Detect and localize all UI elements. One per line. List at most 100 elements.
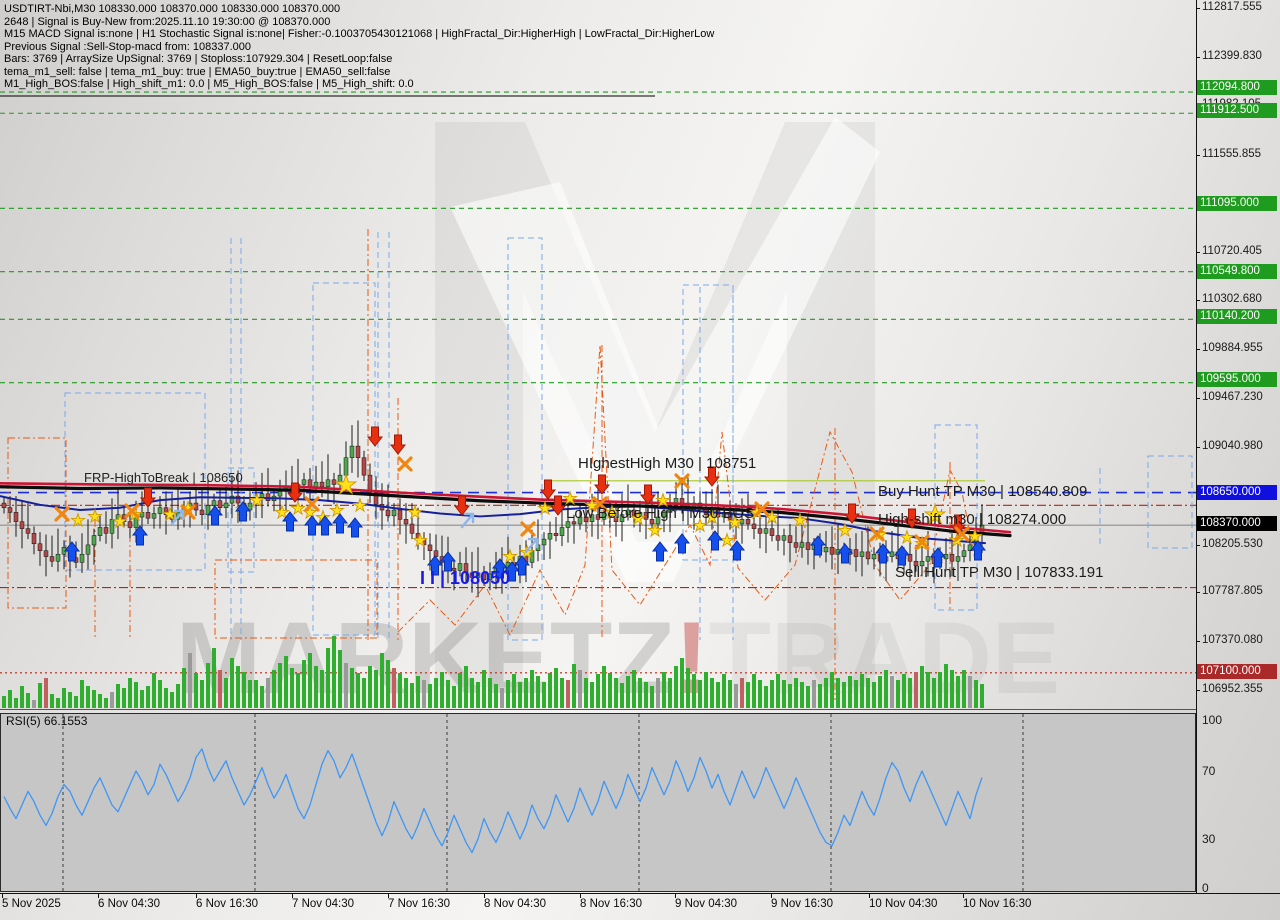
- volume-bar: [830, 672, 834, 708]
- volume-bar: [152, 673, 156, 708]
- price-badge-green: 111912.500: [1197, 103, 1277, 118]
- candle-body: [427, 544, 433, 551]
- price-axis[interactable]: 112817.555112399.830111982.105111555.855…: [1196, 0, 1280, 893]
- main-chart[interactable]: ★★★★★★★★★★★★★★★★★★★★★★★★★★★★★★★★★★★★★★★★: [0, 0, 1196, 709]
- volume-bar: [500, 688, 504, 708]
- candle-body: [619, 514, 625, 522]
- candle-body: [925, 556, 931, 562]
- volume-bar: [554, 668, 558, 708]
- volume-bar: [92, 690, 96, 708]
- volume-bar: [116, 684, 120, 708]
- volume-bar: [218, 670, 222, 708]
- volume-bar: [122, 688, 126, 708]
- price-badge-green: 109595.000: [1197, 372, 1277, 387]
- close-signal-x-icon: [914, 534, 930, 550]
- signal-star-icon: ★: [727, 513, 742, 533]
- candle-body: [733, 519, 739, 525]
- price-badge-green: 110140.200: [1197, 309, 1277, 324]
- date-tick: [2, 894, 3, 898]
- overlay-blue-box: [312, 282, 376, 636]
- candle-body: [775, 535, 781, 541]
- volume-bar: [656, 678, 660, 708]
- price-tick: [1196, 690, 1200, 691]
- volume-bar: [422, 680, 426, 708]
- volume-bar: [230, 658, 234, 708]
- price-tick: [1196, 641, 1200, 642]
- volume-bar: [410, 683, 414, 708]
- volume-bar: [470, 678, 474, 708]
- candle-body: [631, 509, 637, 518]
- candle-body: [889, 551, 895, 557]
- volume-bar: [650, 686, 654, 708]
- price-label: 112817.555: [1202, 1, 1262, 13]
- date-tick: [675, 894, 676, 898]
- volume-bar: [200, 680, 204, 708]
- volume-bar: [512, 674, 516, 708]
- volume-bar: [734, 684, 738, 708]
- candle-body: [199, 509, 205, 515]
- time-axis[interactable]: 5 Nov 2025 6 Nov 04:30 6 Nov 16:30 7 Nov 04…: [0, 894, 1280, 920]
- volume-bar: [596, 674, 600, 708]
- date-tick: [292, 894, 293, 898]
- price-label: 109040.980: [1202, 440, 1263, 452]
- candle-body: [469, 572, 475, 578]
- buy-arrow-icon: [969, 540, 987, 561]
- candle-body: [355, 445, 361, 458]
- candle-body: [805, 542, 811, 550]
- hollow-arrow-icon: [460, 512, 475, 529]
- signal-star-icon: ★: [412, 531, 427, 551]
- candle-body: [49, 556, 55, 562]
- sell-arrow-icon: [703, 466, 721, 487]
- price-badge-blue: 108650.000: [1197, 485, 1277, 500]
- buy-arrow-icon: [281, 511, 299, 532]
- volume-bar: [968, 676, 972, 708]
- volume-bar: [482, 670, 486, 708]
- signal-star-icon: ★: [502, 547, 517, 567]
- volume-bar: [704, 672, 708, 708]
- signal-star-icon: ★: [70, 511, 85, 531]
- sell-arrow-icon: [903, 508, 921, 529]
- volume-bar: [20, 686, 24, 708]
- price-tick: [1196, 592, 1200, 593]
- candle-body: [589, 514, 595, 522]
- volume-bar: [464, 666, 468, 708]
- volume-bar: [818, 684, 822, 708]
- price-label: 110720.405: [1202, 245, 1262, 257]
- candle-body: [247, 502, 253, 511]
- volume-bar: [434, 678, 438, 708]
- candle-body: [97, 527, 103, 536]
- volume-bar: [860, 674, 864, 708]
- price-tick: [1196, 349, 1200, 350]
- signal-star-icon: ★: [334, 470, 357, 500]
- signal-star-icon: ★: [647, 521, 662, 541]
- volume-bar: [68, 692, 72, 708]
- pane-separator[interactable]: [0, 709, 1196, 710]
- buy-arrow-icon: [426, 555, 444, 576]
- rsi-line: [3, 748, 983, 854]
- volume-bar: [716, 682, 720, 708]
- close-signal-x-icon: [304, 496, 320, 512]
- rsi-pane[interactable]: [0, 0, 1196, 894]
- chart-annotation-1: HIghestHigh M30 | 108751: [578, 455, 757, 472]
- volume-bar: [332, 636, 336, 708]
- date-tick: [580, 894, 581, 898]
- volume-bar: [542, 682, 546, 708]
- volume-bar: [290, 668, 294, 708]
- rsi-axis-label: 30: [1202, 832, 1216, 846]
- volume-bar: [278, 663, 282, 708]
- candle-body: [361, 457, 367, 476]
- candle-body: [547, 533, 553, 540]
- volume-bar: [632, 670, 636, 708]
- volume-bar: [128, 678, 132, 708]
- volume-bar: [812, 680, 816, 708]
- candle-body: [613, 516, 619, 522]
- volume-bar: [308, 653, 312, 708]
- volume-bar: [164, 688, 168, 708]
- candle-body: [229, 495, 235, 504]
- date-tick: [98, 894, 99, 898]
- volume-bar: [662, 672, 666, 708]
- chart-annotation-4: High-shift m30 | 108274.000: [878, 511, 1067, 528]
- volume-bar: [962, 670, 966, 708]
- volume-bar: [782, 680, 786, 708]
- candle-body: [31, 533, 37, 545]
